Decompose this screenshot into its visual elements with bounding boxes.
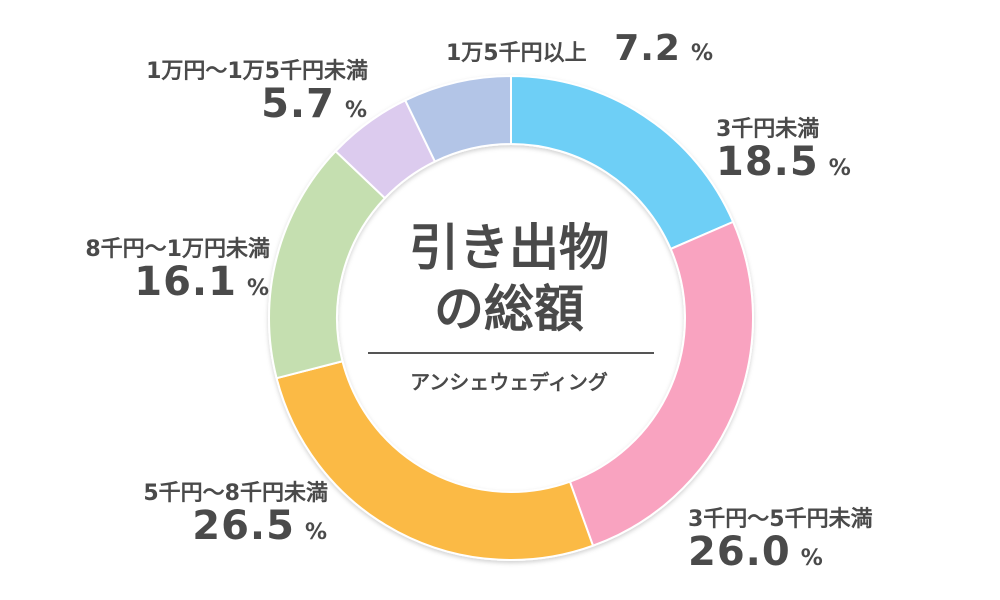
slice-label-over-15k: 1万5千円以上 7.2% (446, 30, 714, 68)
donut-slice-3k-5k (568, 220, 754, 547)
slice-value: 7.2 (614, 28, 681, 69)
slice-name: 8千円～1万円未満 (85, 237, 270, 262)
chart-title-line-2: の総額 (434, 280, 584, 338)
slice-value: 18.5 (716, 139, 819, 186)
slice-label-8k-10k: 8千円～1万円未満 16.1% (85, 238, 270, 303)
slice-value: 16.1 (134, 259, 237, 306)
slice-name: 5千円～8千円未満 (143, 481, 328, 506)
slice-value: 26.0 (688, 529, 791, 576)
percent-sign: % (344, 98, 368, 124)
donut-slice-over-15k (403, 74, 512, 163)
donut-slice-5k-8k (275, 360, 595, 561)
title-divider (368, 352, 654, 354)
slice-label-10k-15k: 1万円～1万5千円未満 5.7% (146, 60, 368, 125)
percent-sign: % (800, 546, 824, 572)
percent-sign: % (246, 276, 270, 302)
slice-value: 5.7 (261, 81, 335, 128)
percent-sign: % (690, 41, 715, 66)
slice-name: 1万円～1万5千円未満 (146, 59, 368, 84)
slice-label-3k-5k: 3千円～5千円未満 26.0% (688, 508, 873, 573)
slice-name: 1万5千円以上 (446, 41, 587, 66)
chart-subtitle: アンシェウェディング (410, 370, 608, 394)
slice-name: 3千円未満 (716, 117, 820, 142)
slice-name: 3千円～5千円未満 (688, 507, 873, 532)
chart-title: 引き出物 の総額 (378, 218, 640, 340)
donut-slice-8k-10k (268, 149, 387, 380)
slice-label-under-3k: 3千円未満 18.5% (716, 118, 852, 183)
slice-label-5k-8k: 5千円～8千円未満 26.5% (143, 482, 328, 547)
slice-value: 26.5 (192, 503, 295, 550)
chart-title-line-1: 引き出物 (409, 219, 609, 277)
percent-sign: % (304, 520, 328, 546)
percent-sign: % (828, 156, 852, 182)
